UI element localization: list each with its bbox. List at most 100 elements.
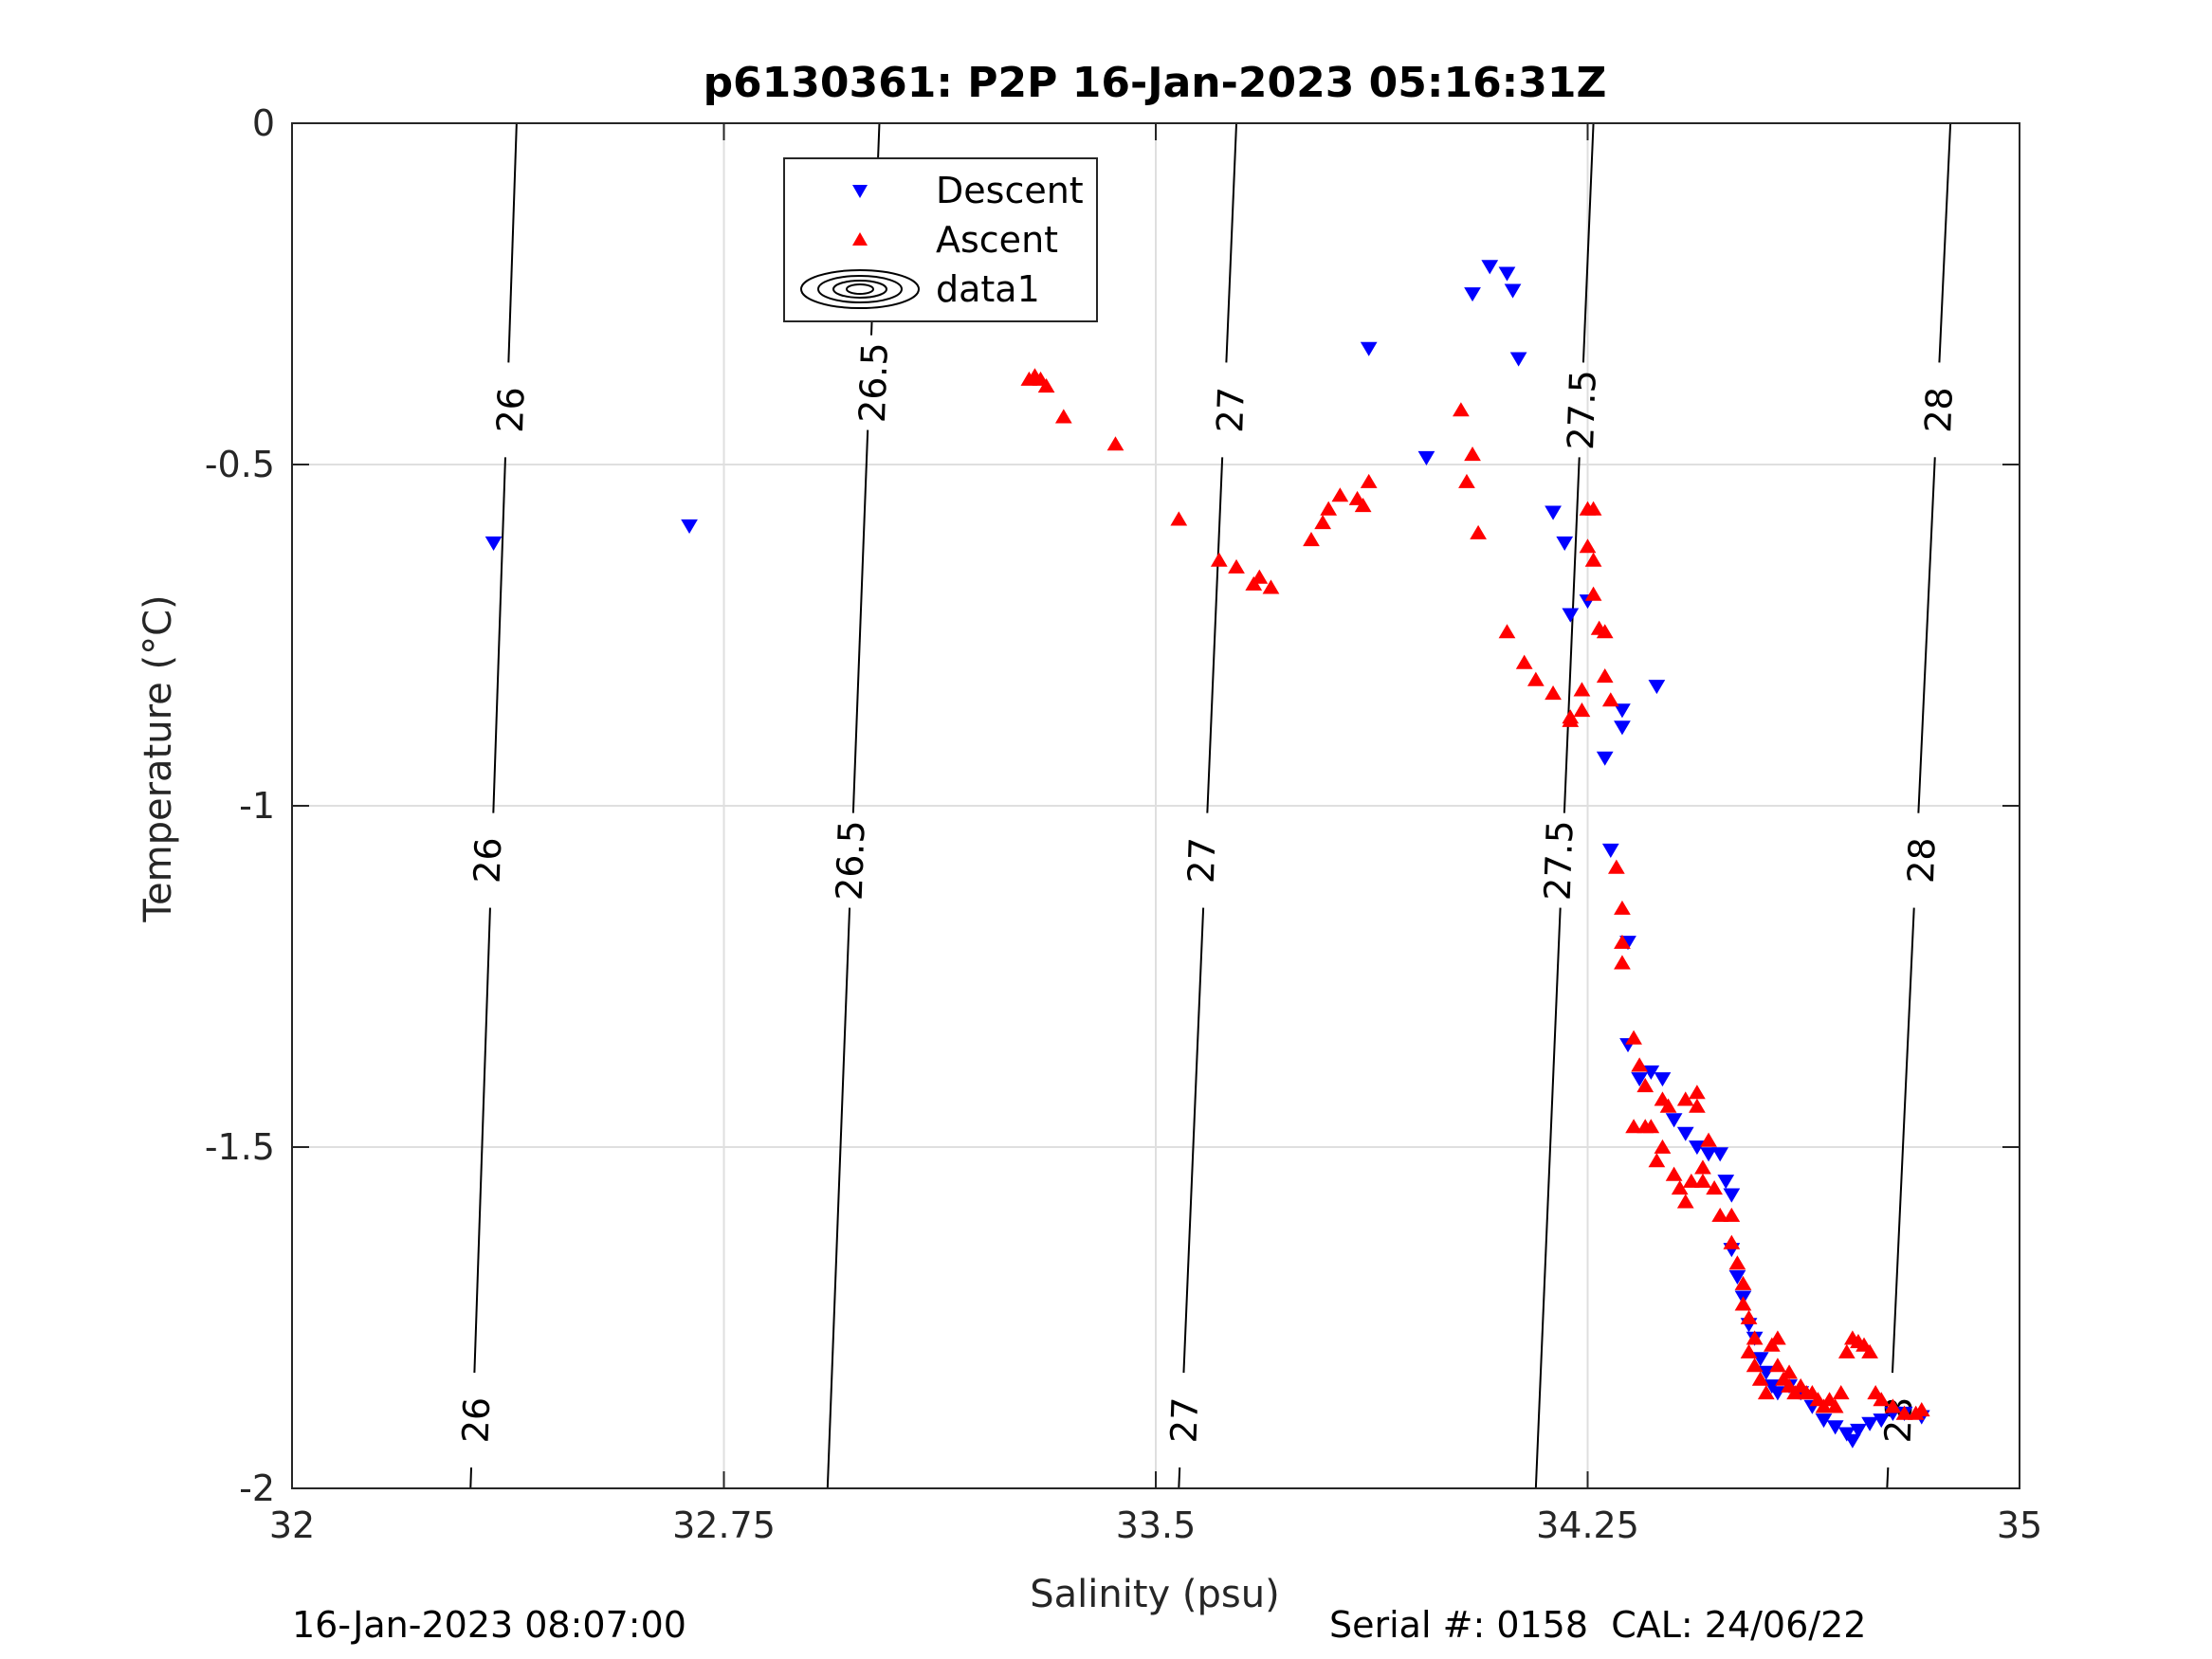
descent-point [1481, 260, 1499, 275]
descent-point [1843, 1433, 1861, 1449]
isopycnal-line [473, 907, 491, 1374]
ascent-point [1625, 1119, 1642, 1134]
ascent-point [1210, 552, 1228, 567]
descent-point [1861, 1416, 1878, 1431]
legend-label: data1 [936, 268, 1040, 310]
descent-point [484, 536, 503, 551]
ascent-point [1106, 436, 1124, 451]
ascent-point [1837, 1343, 1856, 1358]
isopycnal-label: 27 [1180, 837, 1224, 884]
isopycnal-line [826, 907, 851, 1489]
ascent-point [1676, 1194, 1694, 1209]
legend-contour-ring [832, 280, 887, 299]
ascent-point [1682, 1173, 1700, 1188]
ascent-point [1453, 402, 1470, 417]
ascent-point [1601, 692, 1619, 707]
isopycnal-line [1534, 907, 1562, 1489]
y-tick-label: -1 [239, 785, 275, 827]
axis-ticks: 32 32.75 33.5 34.25 35 0 -0.5 -1 -1.5 -2 [205, 102, 2042, 1546]
ascent-point [1746, 1330, 1764, 1345]
x-tick-label: 32.75 [672, 1504, 776, 1546]
ascent-point [1734, 1275, 1752, 1290]
ascent-point [1711, 1207, 1729, 1222]
ascent-point [1320, 501, 1338, 516]
descent-point [1665, 1113, 1683, 1128]
ascent-point [1596, 624, 1614, 639]
data-points [484, 260, 1930, 1449]
ascent-point [1654, 1139, 1672, 1154]
descent-point [1728, 1269, 1746, 1285]
isopycnal-line [1581, 122, 1595, 363]
ascent-point [1648, 1153, 1666, 1168]
ascent-point [1861, 1343, 1878, 1358]
ascent-point [1458, 473, 1475, 488]
isopycnal-line [1206, 457, 1224, 813]
descent-point [1464, 287, 1481, 302]
descent-point [1757, 1365, 1775, 1380]
ascent-point [1262, 579, 1280, 594]
descent-point [1545, 505, 1562, 520]
ascent-point [1631, 1057, 1649, 1072]
isopycnal-line [1225, 122, 1238, 363]
legend-contour-ring [817, 275, 903, 303]
isopycnal-line [492, 457, 506, 813]
ascent-point [1354, 498, 1372, 513]
ascent-point [1642, 1119, 1660, 1134]
ascent-point [1037, 378, 1055, 393]
descent-point [1509, 352, 1527, 367]
ascent-point [1573, 702, 1591, 718]
isopycnal-label: 27 [1209, 386, 1252, 433]
descent-point [1498, 266, 1516, 282]
descent-point [1711, 1147, 1729, 1162]
isopycnal-line [1563, 457, 1581, 813]
ascent-point [1170, 511, 1188, 526]
isopycnal-line [1938, 122, 1952, 363]
descent-point [1873, 1413, 1891, 1429]
descent-point [1723, 1188, 1741, 1203]
ascent-point [1515, 654, 1533, 669]
ascent-point [1826, 1398, 1844, 1413]
isopycnal-label: 27 [1163, 1396, 1207, 1444]
ascent-point [1884, 1398, 1902, 1413]
ascent-point [1054, 409, 1072, 424]
ascent-point [1769, 1330, 1786, 1345]
ascent-point [1689, 1098, 1706, 1113]
legend-label: Descent [936, 170, 1084, 211]
descent-point [1360, 341, 1378, 356]
ascent-point [1728, 1255, 1746, 1270]
y-axis-label: Temperature (°C) [137, 594, 180, 922]
isopycnal-line [507, 122, 518, 363]
ascent-point [1228, 558, 1245, 574]
ascent-point [1303, 532, 1320, 547]
ascent-point [1671, 1180, 1689, 1195]
isopycnal-line [469, 1467, 473, 1489]
descent-point [1654, 1072, 1672, 1087]
ascent-point [1873, 1392, 1891, 1407]
isopycnal-label: 27.5 [1560, 369, 1604, 450]
ascent-point [1895, 1405, 1913, 1420]
descent-point [1417, 450, 1435, 465]
ascent-point [1470, 524, 1487, 539]
descent-point [1676, 1126, 1694, 1141]
descent-point [1769, 1386, 1786, 1401]
descent-point [1614, 720, 1631, 736]
ascent-point [1526, 671, 1545, 686]
y-tick-label: -0.5 [205, 444, 275, 485]
descent-point [1717, 1175, 1735, 1190]
isopycnal-label: 26 [489, 386, 533, 433]
isopycnal-label: 28 [1917, 386, 1961, 433]
ascent-point [1314, 515, 1332, 530]
isopycnal-line [851, 429, 869, 813]
ascent-point [1545, 685, 1562, 701]
ascent-point [1740, 1343, 1758, 1358]
ascent-point [1579, 538, 1597, 554]
ascent-point [1636, 1078, 1654, 1093]
ascent-point [1723, 1207, 1741, 1222]
ascent-point [1251, 569, 1269, 584]
descent-point [1614, 703, 1631, 719]
legend-box [783, 157, 1098, 322]
descent-point [1631, 1072, 1649, 1087]
legend-label: Ascent [936, 219, 1058, 261]
isopycnal-label: 26 [455, 1396, 499, 1444]
